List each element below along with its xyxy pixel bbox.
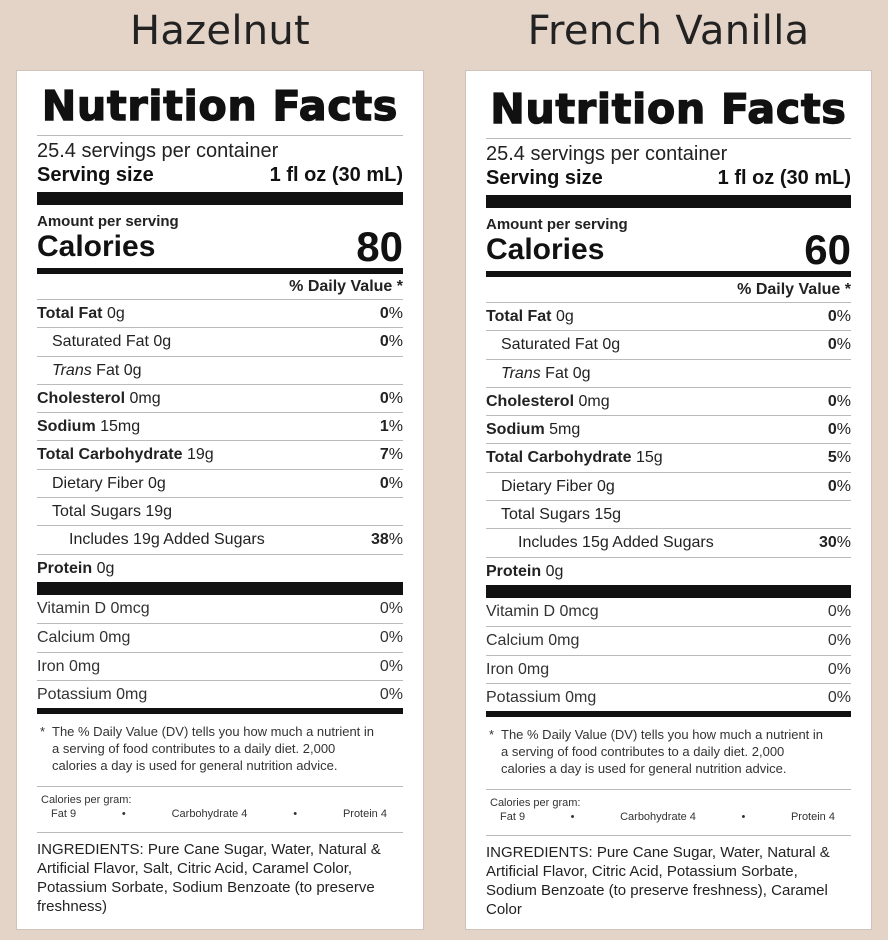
- vitamin-row-vitamin-d: Vitamin D 0mcg 0%: [37, 599, 403, 617]
- servings-per-container: 25.4 servings per container: [37, 140, 279, 162]
- serving-size-row: Serving size 1 fl oz (30 mL): [486, 165, 851, 191]
- serving-size-label: Serving size: [486, 167, 603, 189]
- vitamin-row-potassium: Potassium 0mg 0%: [37, 679, 403, 708]
- calories-label: Calories: [37, 230, 156, 263]
- calories-value: 60: [804, 226, 851, 273]
- calories-row: Calories 60: [486, 226, 851, 273]
- nutrient-row-trans-fat: Trans Fat 0g: [37, 355, 403, 384]
- calories-per-gram-title: Calories per gram:: [490, 797, 581, 810]
- nutrient-row-sodium: Sodium 5mg 0%: [486, 415, 851, 443]
- vitamin-list: Vitamin D 0mcg 0% Calcium 0mg 0% Iron 0mg 0…: [486, 598, 851, 711]
- nutrient-row-total-carbohydrate: Total Carbohydrate 15g 5%: [486, 443, 851, 471]
- nutrient-row-sodium: Sodium 15mg 1%: [37, 412, 403, 440]
- ingredients-text: INGREDIENTS: Pure Cane Sugar, Water, Nat…: [486, 835, 851, 919]
- calories-per-gram-values: Fat 9 • Carbohydrate 4 • Protein 4: [51, 808, 387, 821]
- calories-label: Calories: [486, 233, 605, 266]
- medium-divider: [37, 708, 403, 715]
- serving-size-label: Serving size: [37, 164, 154, 186]
- medium-divider: [37, 268, 403, 274]
- calories-per-gram-title: Calories per gram:: [41, 794, 132, 807]
- serving-size-value: 1 fl oz (30 mL): [269, 164, 403, 186]
- servings-per-container: 25.4 servings per container: [486, 143, 728, 165]
- serving-size-row: Serving size 1 fl oz (30 mL): [37, 162, 403, 188]
- medium-divider: [486, 271, 851, 277]
- nutrient-row-total-fat: Total Fat 0g 0%: [486, 302, 851, 330]
- nutrient-row-added-sugars: Includes 19g Added Sugars 38%: [37, 525, 403, 553]
- nutrient-row-cholesterol: Cholesterol 0mg 0%: [37, 383, 403, 412]
- nutrient-row-saturated-fat: Saturated Fat 0g 0%: [486, 330, 851, 358]
- nutrition-facts-title: Nutrition Facts: [41, 82, 399, 130]
- calories-value: 80: [356, 223, 403, 270]
- nutrient-row-dietary-fiber: Dietary Fiber 0g 0%: [37, 468, 403, 497]
- thick-divider: [37, 192, 403, 205]
- nutrient-row-protein: Protein 0g: [37, 553, 403, 582]
- thick-divider: [486, 584, 851, 598]
- vitamin-row-vitamin-d: Vitamin D 0mcg 0%: [486, 602, 851, 620]
- nutrient-row-saturated-fat: Saturated Fat 0g 0%: [37, 327, 403, 355]
- vitamin-row-iron: Iron 0mg 0%: [37, 651, 403, 680]
- serving-size-value: 1 fl oz (30 mL): [717, 167, 851, 189]
- flavor-title-french-vanilla: French Vanilla: [527, 8, 810, 54]
- flavor-title-hazelnut: Hazelnut: [129, 8, 311, 54]
- daily-value-footnote: * The % Daily Value (DV) tells you how mu…: [489, 727, 824, 777]
- nutrition-label-hazelnut: Nutrition Facts 25.4 servings per contai…: [16, 70, 424, 930]
- amount-per-serving: Amount per serving: [486, 216, 628, 233]
- nutrient-row-cholesterol: Cholesterol 0mg 0%: [486, 386, 851, 415]
- ingredients-text: INGREDIENTS: Pure Cane Sugar, Water, Nat…: [37, 832, 403, 916]
- nutrition-facts-title: Nutrition Facts: [490, 85, 847, 133]
- vitamin-row-iron: Iron 0mg 0%: [486, 654, 851, 683]
- nutrient-row-added-sugars: Includes 15g Added Sugars 30%: [486, 528, 851, 556]
- vitamin-row-calcium: Calcium 0mg 0%: [486, 626, 851, 654]
- nutrient-row-protein: Protein 0g: [486, 556, 851, 585]
- divider: [486, 138, 851, 139]
- thick-divider: [37, 581, 403, 595]
- medium-divider: [486, 711, 851, 718]
- calories-row: Calories 80: [37, 223, 403, 270]
- amount-per-serving: Amount per serving: [37, 213, 179, 230]
- divider: [37, 135, 403, 136]
- calories-per-gram: Calories per gram: Fat 9 • Carbohydrate …: [37, 786, 403, 822]
- calories-per-gram-values: Fat 9 • Carbohydrate 4 • Protein 4: [500, 811, 835, 824]
- nutrition-label-french-vanilla: Nutrition Facts 25.4 servings per contai…: [465, 70, 872, 930]
- vitamin-row-potassium: Potassium 0mg 0%: [486, 682, 851, 711]
- vitamin-row-calcium: Calcium 0mg 0%: [37, 623, 403, 651]
- nutrient-row-total-fat: Total Fat 0g 0%: [37, 299, 403, 327]
- calories-per-gram: Calories per gram: Fat 9 • Carbohydrate …: [486, 789, 851, 825]
- nutrient-row-total-carbohydrate: Total Carbohydrate 19g 7%: [37, 440, 403, 468]
- daily-value-header: % Daily Value *: [289, 278, 403, 295]
- daily-value-header: % Daily Value *: [737, 281, 851, 298]
- nutrient-row-total-sugars: Total Sugars 15g: [486, 500, 851, 528]
- nutrient-row-total-sugars: Total Sugars 19g: [37, 497, 403, 525]
- daily-value-footnote: * The % Daily Value (DV) tells you how mu…: [40, 724, 375, 774]
- vitamin-list: Vitamin D 0mcg 0% Calcium 0mg 0% Iron 0mg 0…: [37, 595, 403, 708]
- nutrient-row-trans-fat: Trans Fat 0g: [486, 358, 851, 387]
- nutrient-row-dietary-fiber: Dietary Fiber 0g 0%: [486, 471, 851, 500]
- thick-divider: [486, 195, 851, 208]
